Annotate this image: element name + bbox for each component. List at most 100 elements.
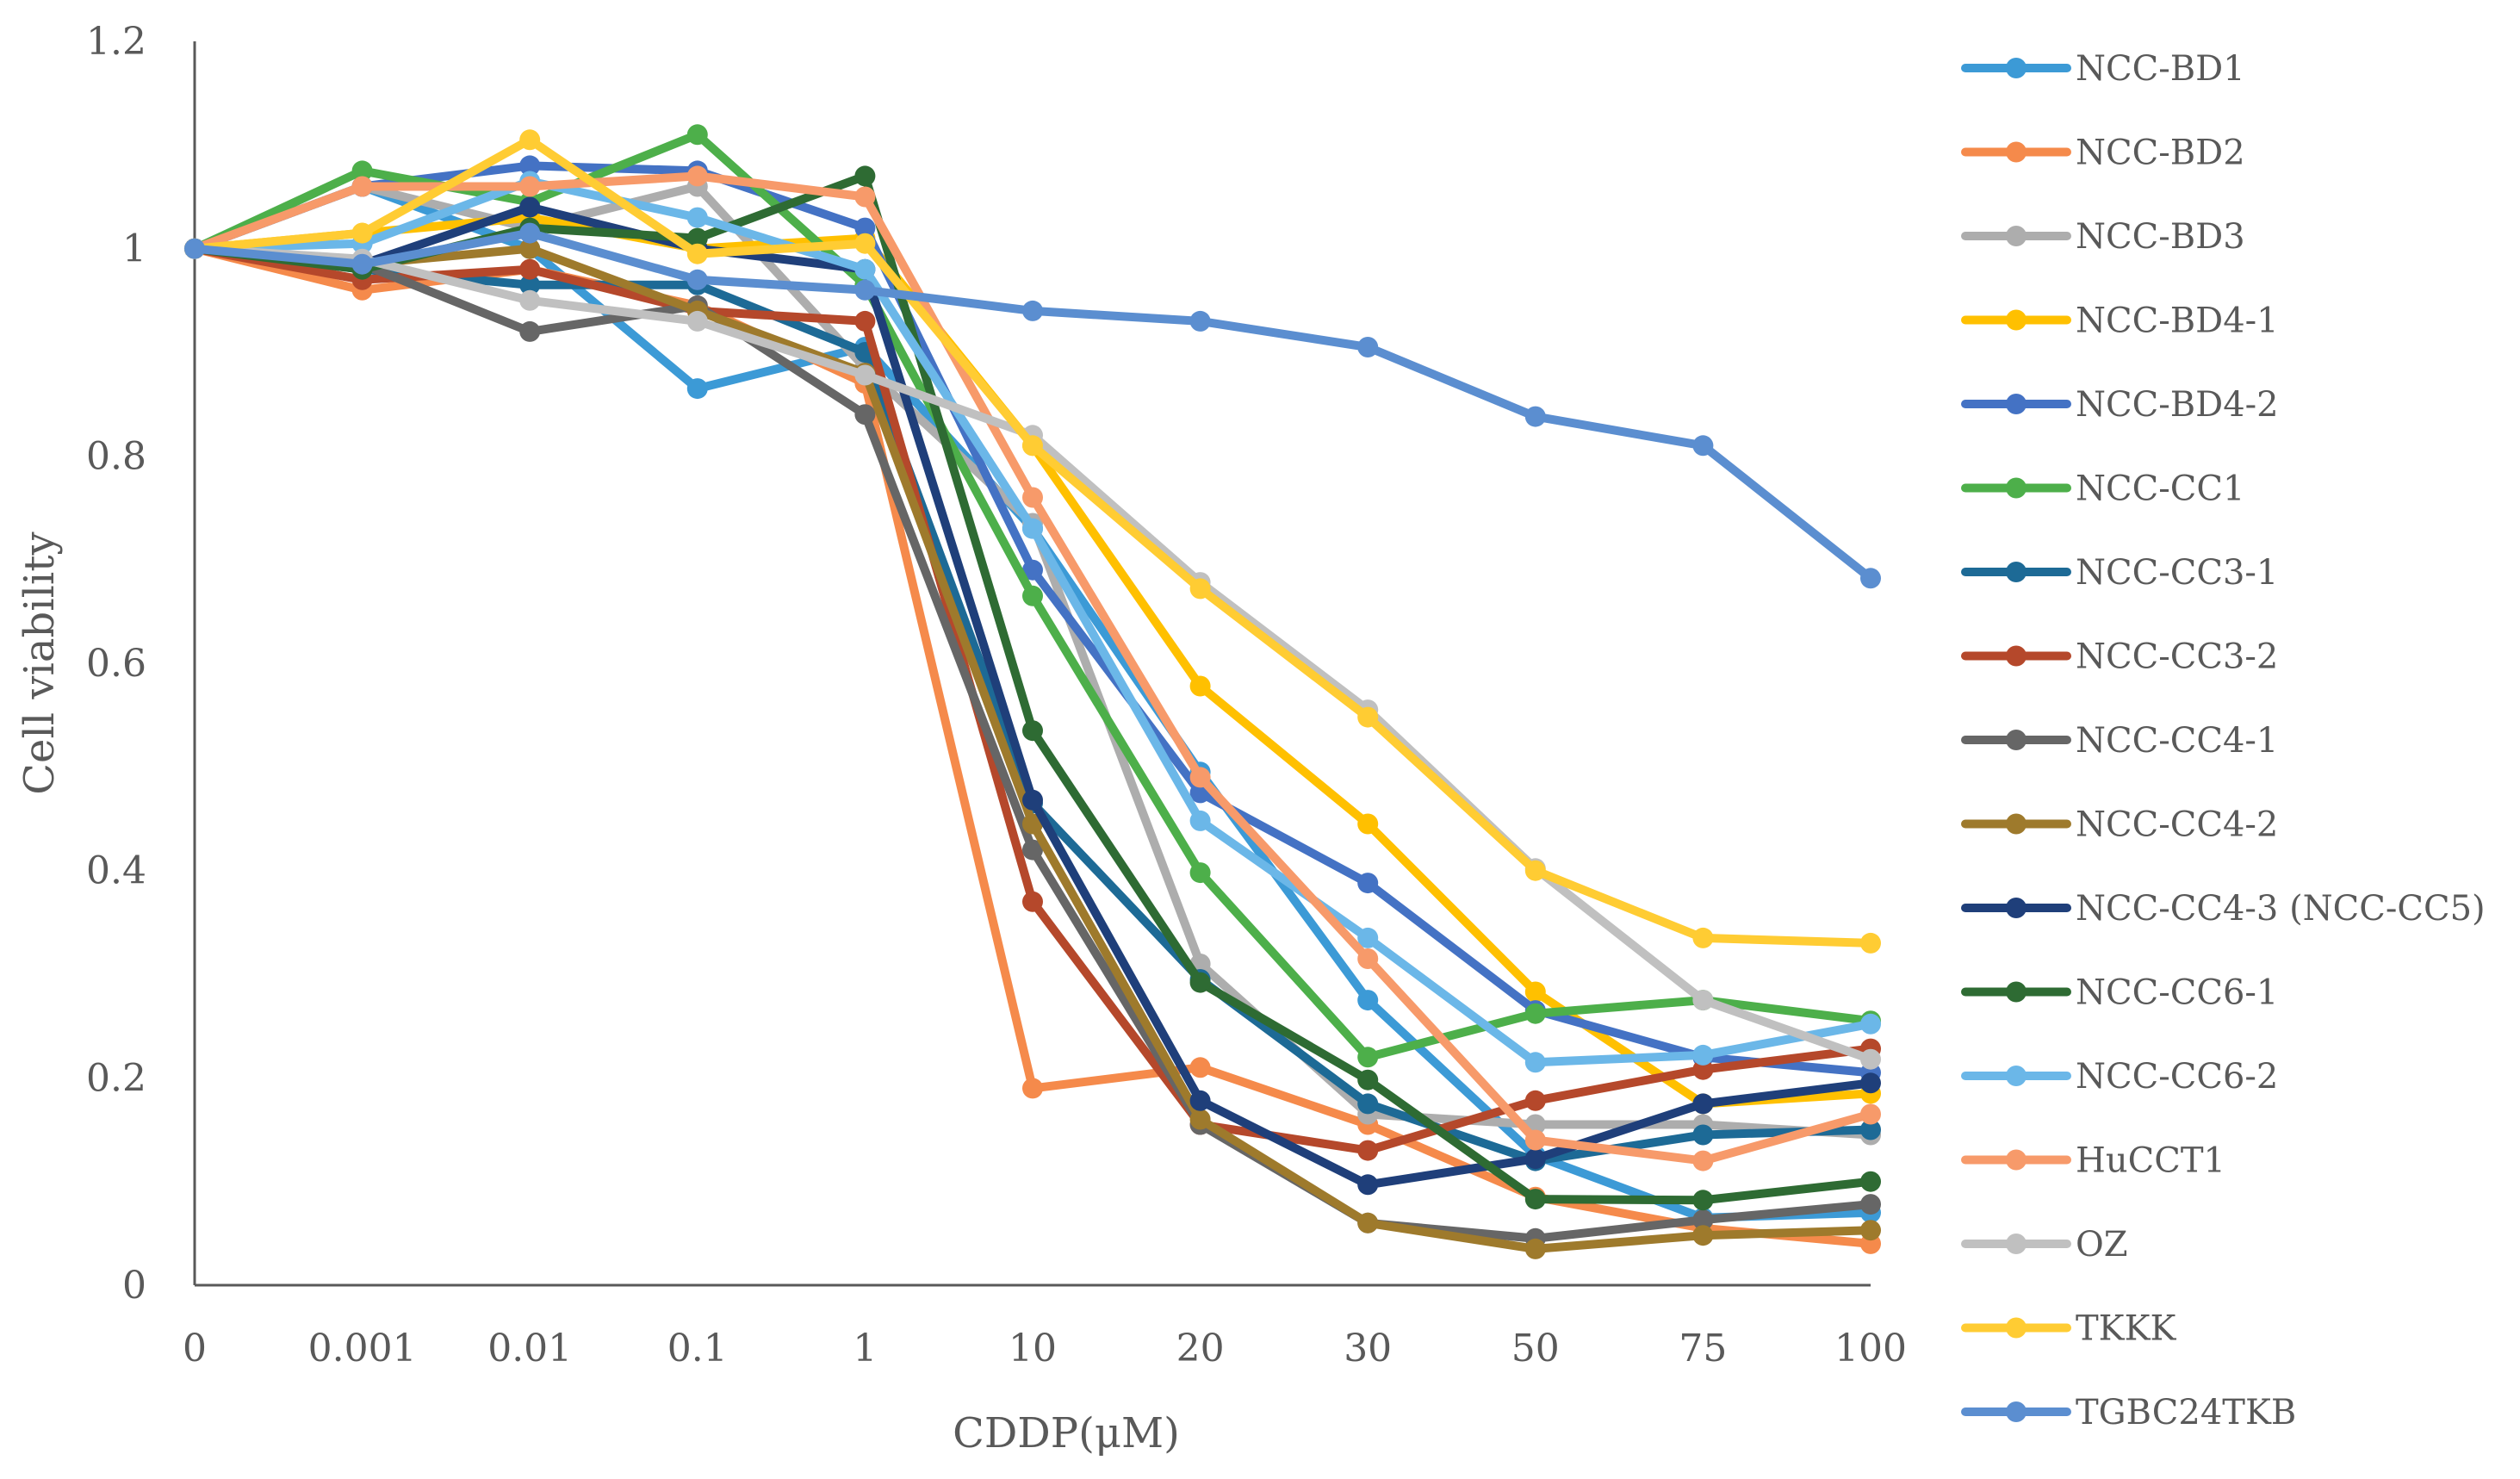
legend-label: NCC-CC4-1 — [2076, 721, 2278, 761]
series-group — [184, 176, 1881, 1146]
series-line — [190, 244, 1875, 1064]
data-point — [1860, 568, 1881, 589]
data-point — [1524, 1090, 1546, 1111]
data-point — [1860, 1072, 1881, 1094]
legend-swatch-marker — [2006, 645, 2027, 667]
data-point — [1692, 1124, 1714, 1146]
series-line — [190, 213, 1875, 1109]
data-point — [1692, 1209, 1714, 1231]
data-point — [1022, 1078, 1043, 1099]
data-point — [1189, 972, 1211, 993]
x-tick-label: 30 — [1344, 1327, 1392, 1370]
legend-item: NCC-BD3 — [1961, 217, 2245, 257]
legend-label: HuCCT1 — [2076, 1141, 2225, 1181]
data-point — [519, 238, 541, 259]
series-group — [184, 222, 1881, 589]
data-point — [854, 310, 876, 332]
legend-label: OZ — [2076, 1225, 2128, 1265]
x-tick-label: 100 — [1834, 1327, 1907, 1370]
data-point — [1860, 1194, 1881, 1215]
data-point — [519, 258, 541, 280]
data-point — [519, 155, 541, 177]
x-tick-label: 0.1 — [667, 1327, 728, 1370]
data-point — [1357, 873, 1379, 894]
legend-swatch-marker — [2006, 1234, 2027, 1254]
data-point — [519, 129, 541, 151]
data-point — [1692, 1093, 1714, 1115]
legend-item: NCC-CC3-1 — [1961, 553, 2278, 593]
x-axis-title: CDDP(μM) — [953, 1409, 1180, 1457]
y-tick-label: 0.6 — [86, 642, 146, 686]
legend-item: NCC-BD4-1 — [1961, 301, 2279, 341]
data-point — [1860, 1119, 1881, 1140]
data-point — [1022, 518, 1043, 539]
data-point — [351, 222, 373, 244]
data-point — [1189, 675, 1211, 697]
series-line — [190, 182, 1875, 1140]
data-point — [1692, 1150, 1714, 1171]
data-point — [1860, 1220, 1881, 1241]
data-point — [351, 253, 373, 275]
legend-label: NCC-CC3-2 — [2076, 637, 2278, 677]
data-point — [1357, 990, 1379, 1011]
legend-label: NCC-BD1 — [2076, 49, 2245, 89]
series-group — [184, 165, 1881, 1171]
legend-item: NCC-BD4-2 — [1961, 385, 2279, 425]
series-group — [184, 129, 1881, 954]
legend-swatch-marker — [2006, 813, 2027, 835]
data-point — [686, 378, 708, 400]
legend-swatch-marker — [2006, 477, 2027, 499]
data-point — [1524, 981, 1546, 1003]
series-group — [184, 124, 1881, 1068]
y-tick-label: 0 — [122, 1264, 146, 1308]
series-group — [184, 196, 1881, 1196]
x-tick-label: 0 — [183, 1327, 207, 1370]
data-point — [1860, 932, 1881, 954]
legend-item: OZ — [1961, 1225, 2128, 1265]
data-point — [1189, 310, 1211, 332]
data-point — [184, 238, 205, 259]
legend-swatch-marker — [2006, 1149, 2027, 1171]
series-group — [184, 238, 1881, 1259]
data-point — [854, 364, 876, 386]
data-point — [1189, 810, 1211, 831]
x-tick-label: 1 — [853, 1327, 877, 1370]
y-tick-label: 0.4 — [86, 849, 146, 893]
legend-label: NCC-BD4-1 — [2076, 301, 2279, 341]
data-point — [854, 279, 876, 301]
series-line — [190, 244, 1875, 1253]
legend-swatch-marker — [2006, 981, 2027, 1003]
y-tick-label: 0.8 — [86, 434, 146, 478]
data-point — [519, 289, 541, 311]
data-point — [686, 243, 708, 264]
legend-label: NCC-CC6-1 — [2076, 973, 2278, 1013]
data-point — [1189, 1109, 1211, 1130]
data-point — [519, 222, 541, 244]
series-line — [190, 244, 1875, 1155]
data-point — [1189, 1090, 1211, 1111]
data-point — [1692, 1225, 1714, 1246]
x-tick-label: 50 — [1511, 1327, 1560, 1370]
data-point — [519, 320, 541, 342]
legend-item: NCC-CC4-1 — [1961, 721, 2278, 761]
data-point — [1860, 1171, 1881, 1192]
legend-label: TGBC24TKB — [2076, 1393, 2296, 1432]
data-point — [686, 269, 708, 290]
data-point — [1692, 1059, 1714, 1080]
legend: NCC-BD1 NCC-BD2 NCC-BD3 NCC-BD4-1 NCC-BD4-2 N… — [1961, 49, 2486, 1432]
legend-label: TKKK — [2076, 1309, 2176, 1349]
series-group — [184, 207, 1881, 1115]
data-point — [1022, 813, 1043, 835]
x-tick-labels: 0 0.001 0.01 0.1 1 10 20 30 50 75 100 — [183, 1327, 1907, 1370]
series-line — [190, 244, 1875, 1165]
legend-swatch-marker — [2006, 58, 2027, 78]
data-point — [686, 207, 708, 228]
legend-swatch-marker — [2006, 1401, 2027, 1422]
legend-label: NCC-CC4-2 — [2076, 805, 2278, 845]
data-point — [1524, 1238, 1546, 1259]
data-point — [519, 274, 541, 295]
data-point — [1357, 706, 1379, 728]
data-point — [1524, 1003, 1546, 1024]
data-point — [686, 310, 708, 332]
data-point — [1189, 862, 1211, 884]
